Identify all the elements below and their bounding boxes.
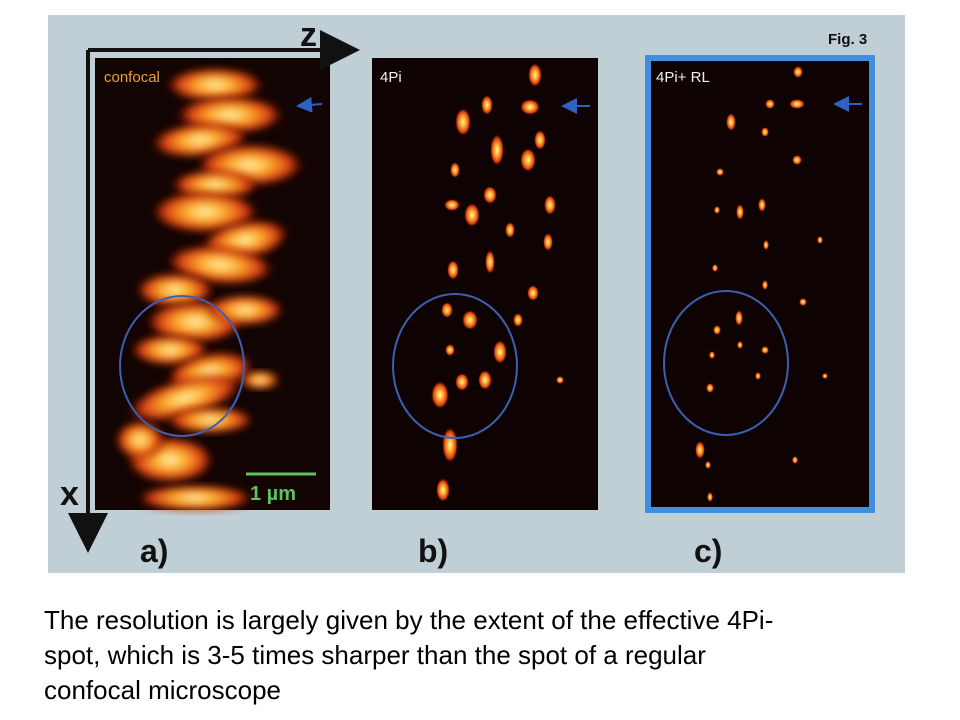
spot [165,67,265,103]
circle [119,295,245,437]
spot [464,203,480,227]
spot [695,441,705,459]
spot [534,130,546,150]
x-label: x [60,475,79,513]
spot [822,373,828,379]
spot [205,294,285,326]
spot [513,313,523,327]
spot [712,264,718,272]
spot [706,383,714,393]
spot [436,478,450,502]
spot [761,346,769,354]
spot [707,492,713,502]
spot [126,373,244,423]
spot [556,376,564,384]
spot [789,99,805,109]
arrow [296,96,323,113]
spot [444,199,460,211]
spot [115,420,165,460]
spot [762,280,768,290]
spot [761,127,769,137]
spot [483,186,497,204]
spot [447,260,459,280]
spot [455,373,469,391]
spot [713,325,721,335]
panel-label: confocal [104,69,160,86]
panel-c [645,55,875,513]
spot [505,222,515,238]
spot [445,344,455,356]
fig-label: Fig. 3 [828,31,867,48]
spot [481,95,493,115]
panel-letter: b) [418,533,448,569]
figure: z x Fig. 3 confocal 4Pi 4Pi+ RL 1 µm a) … [48,15,905,573]
spot [455,108,471,136]
spot [705,461,711,469]
panel-b [372,58,598,510]
spot [716,168,724,176]
spot [493,340,507,364]
spot [490,134,504,166]
spot [755,372,761,380]
spot [543,233,553,251]
spot [544,195,556,215]
spot [792,155,802,165]
caption-line: spot, which is 3-5 times sharper than th… [44,640,706,670]
spot [478,370,492,390]
circle [663,290,789,436]
spot [520,99,540,115]
spot [441,302,453,318]
spot [431,381,449,409]
panel-letter: a) [140,533,168,569]
spot [709,351,715,359]
spot [726,113,736,131]
spot [735,310,743,326]
spot [763,240,769,250]
panel-label: 4Pi [380,69,402,86]
spot [135,484,255,512]
spot [442,427,458,463]
spot [714,206,720,214]
spot [520,148,536,172]
panel-label: 4Pi+ RL [656,69,710,86]
spot [799,298,807,306]
spot [527,285,539,301]
spot [817,236,823,244]
spot [240,370,280,390]
circle [392,293,518,439]
caption-line: confocal microscope [44,675,281,705]
z-label: z [300,16,317,54]
panel-letter: c) [694,533,722,569]
spot [737,341,743,349]
spot [485,250,495,274]
spot [758,198,766,212]
spot [736,204,744,220]
spot [528,63,542,87]
spot [135,272,215,308]
spot [165,406,255,434]
spot [450,162,460,178]
caption-line: The resolution is largely given by the e… [44,605,774,635]
spot [793,66,803,78]
spot [765,99,775,109]
scale-label: 1 µm [250,483,296,505]
spot [462,310,478,330]
spot [792,456,798,464]
